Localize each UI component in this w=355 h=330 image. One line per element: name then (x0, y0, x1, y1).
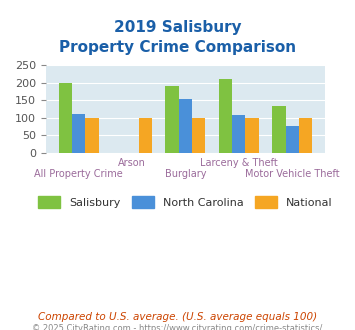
Bar (299, 118, 312, 153)
Bar (72, 114, 85, 153)
Bar (219, 79, 232, 153)
Text: Property Crime Comparison: Property Crime Comparison (59, 40, 296, 54)
Bar (85, 118, 99, 153)
Bar (179, 99, 192, 153)
Text: © 2025 CityRating.com - https://www.cityrating.com/crime-statistics/: © 2025 CityRating.com - https://www.city… (32, 324, 323, 330)
Bar (192, 118, 206, 153)
Bar (139, 118, 152, 153)
Text: 2019 Salisbury: 2019 Salisbury (114, 20, 241, 35)
Bar (232, 115, 246, 153)
Bar (285, 126, 299, 153)
Bar (59, 83, 72, 153)
Bar (246, 118, 259, 153)
Text: Compared to U.S. average. (U.S. average equals 100): Compared to U.S. average. (U.S. average … (38, 312, 317, 322)
Bar (165, 86, 179, 153)
Legend: Salisbury, North Carolina, National: Salisbury, North Carolina, National (34, 192, 337, 212)
Bar (272, 106, 285, 153)
